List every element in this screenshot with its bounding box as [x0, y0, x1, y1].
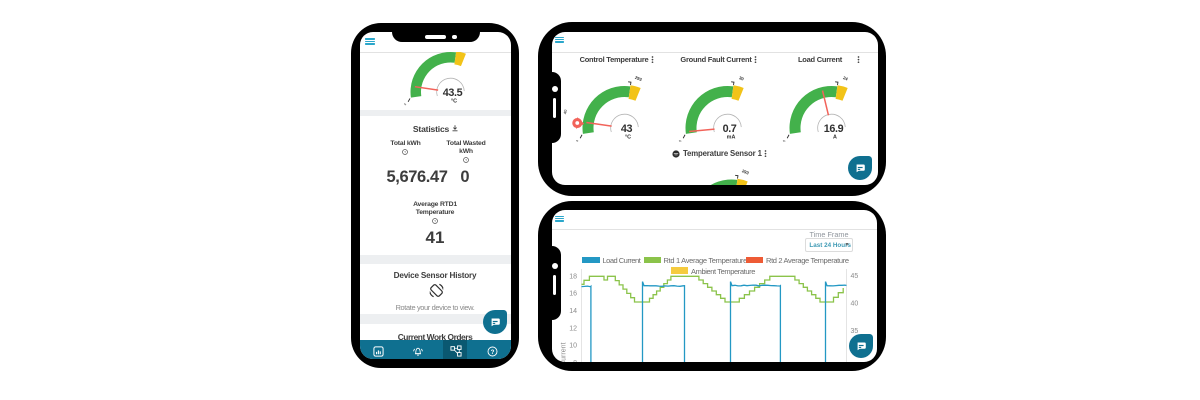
svg-text:14: 14	[569, 308, 577, 315]
svg-text:Load Current: Load Current	[560, 343, 567, 363]
svg-text:A: A	[833, 134, 837, 140]
svg-text:30: 30	[738, 75, 745, 82]
svg-text:43.5: 43.5	[442, 87, 462, 99]
svg-text:?: ?	[404, 150, 406, 154]
svg-text:?: ?	[465, 158, 467, 162]
svg-text:40: 40	[850, 300, 858, 307]
svg-text:4: 4	[402, 103, 406, 106]
svg-text:35: 35	[850, 328, 858, 335]
svg-text:16: 16	[569, 291, 577, 298]
svg-text:0: 0	[678, 139, 682, 142]
svg-text:45: 45	[850, 273, 858, 280]
svg-text:0.7: 0.7	[722, 122, 736, 134]
svg-text:24: 24	[842, 75, 849, 82]
svg-text:4: 4	[575, 139, 579, 142]
svg-text:293: 293	[741, 168, 750, 176]
svg-text:°C: °C	[450, 98, 456, 104]
svg-text:18: 18	[569, 273, 577, 280]
svg-text:0: 0	[782, 139, 786, 142]
svg-text:°C: °C	[624, 134, 630, 140]
svg-text:40: 40	[562, 108, 567, 114]
svg-text:mA: mA	[726, 134, 735, 140]
svg-text:293: 293	[634, 74, 643, 82]
svg-text:43: 43	[620, 122, 632, 134]
svg-text:16.9: 16.9	[823, 122, 843, 134]
svg-text:12: 12	[569, 325, 577, 332]
svg-text:10: 10	[569, 343, 577, 350]
svg-text:8: 8	[573, 360, 577, 362]
svg-text:?: ?	[491, 349, 495, 356]
svg-text:?: ?	[434, 219, 436, 223]
